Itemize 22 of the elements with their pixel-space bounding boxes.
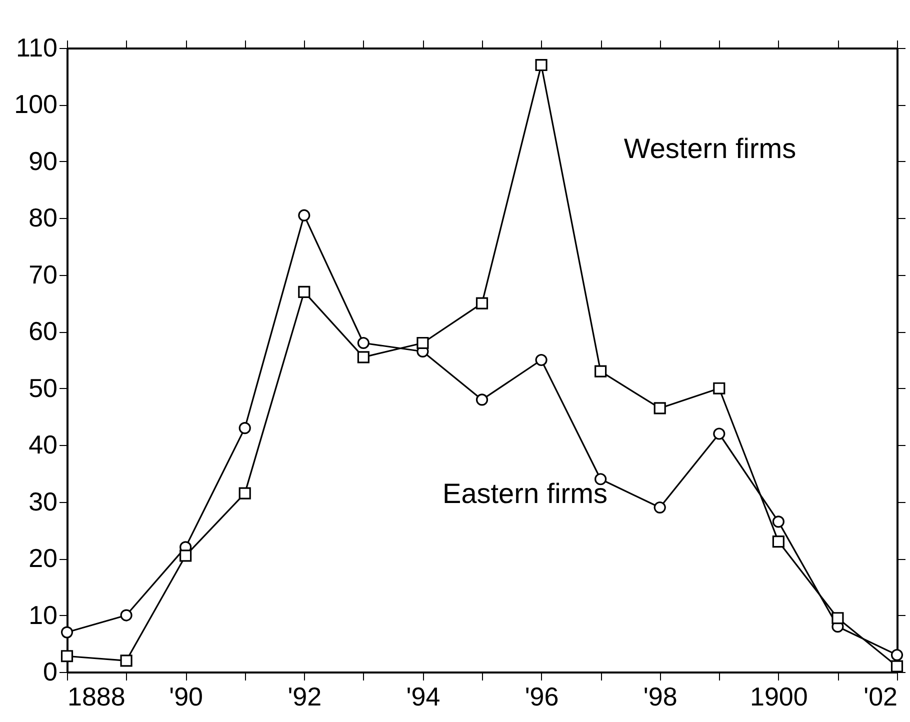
x-tick-label: '96 (524, 682, 559, 712)
text: Western firms (624, 133, 796, 164)
x-tick-label: '98 (643, 682, 678, 712)
y-tick-label: 20 (28, 543, 58, 574)
y-tick-label: 10 (28, 600, 58, 630)
x-tick-label: 1888 (68, 682, 126, 712)
x-tick-label: '94 (406, 682, 440, 712)
y-tick-label: 90 (28, 146, 58, 176)
series-label: Eastern firms (442, 478, 608, 509)
y-tick-label: 0 (43, 656, 58, 686)
y-tick-label: 100 (14, 89, 58, 120)
x-tick-label: 1900 (750, 682, 808, 712)
y-tick-label: 60 (28, 316, 58, 346)
y-tick-label: 40 (28, 430, 58, 460)
y-tick-label: 50 (28, 372, 58, 403)
y-tick-label: 80 (28, 202, 58, 233)
y-tick-label: 110 (16, 32, 58, 62)
x-tick-label: '02 (864, 682, 898, 712)
y-tick-label: 70 (28, 259, 58, 290)
y-tick-label: 30 (28, 486, 58, 516)
x-tick-label: '90 (169, 682, 204, 712)
x-tick-label: '92 (288, 682, 322, 712)
